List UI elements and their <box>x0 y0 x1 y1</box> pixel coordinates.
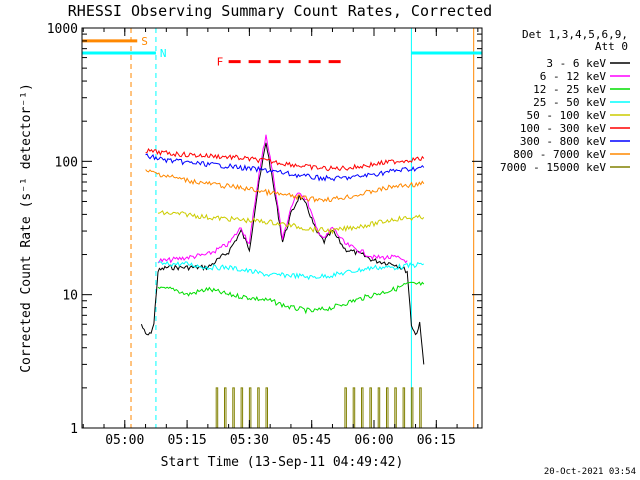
y-tick-label-3: 1000 <box>47 22 78 37</box>
series-line-3 <box>157 260 425 281</box>
legend-label-0: 3 - 6 keV <box>546 57 606 70</box>
legend-label-1: 6 - 12 keV <box>540 70 607 83</box>
legend-label-4: 50 - 100 keV <box>527 109 607 122</box>
legend-label-5: 100 - 300 keV <box>520 122 606 135</box>
series-line-6 <box>145 153 425 182</box>
x-tick-label-2: 05:30 <box>230 433 269 448</box>
x-tick-label-5: 06:15 <box>417 433 456 448</box>
legend-label-7: 800 - 7000 keV <box>513 148 606 161</box>
flag-label-3: F <box>217 56 224 69</box>
y-tick-label-2: 100 <box>55 155 78 170</box>
plot-area <box>82 28 482 428</box>
legend-label-8: 7000 - 15000 keV <box>500 161 606 174</box>
series-line-4 <box>157 210 425 235</box>
x-tick-label-4: 06:00 <box>354 433 393 448</box>
legend-label-3: 25 - 50 keV <box>533 96 606 109</box>
x-axis-label: Start Time (13-Sep-11 04:49:42) <box>161 455 404 470</box>
y-tick-label-1: 10 <box>62 289 78 304</box>
plot-frame <box>81 27 483 429</box>
y-axis-label: Corrected Count Rate (s⁻¹ detector⁻¹) <box>19 83 34 373</box>
flag-label-1: N <box>160 47 167 60</box>
legend-label-2: 12 - 25 keV <box>533 83 606 96</box>
x-tick-label-3: 05:45 <box>292 433 331 448</box>
generated-timestamp: 20-Oct-2021 03:54 <box>544 467 636 477</box>
series-line-0 <box>140 142 425 365</box>
legend-header-0: Det 1,3,4,5,6,9, <box>522 28 628 41</box>
series-line-7 <box>145 169 425 203</box>
x-tick-label-0: 05:00 <box>105 433 144 448</box>
series-line-1 <box>157 134 408 264</box>
series-line-5 <box>145 147 425 172</box>
axes: SN F 05:00 05:15 05:30 05:45 06:00 06:15 1 10 100 1… <box>47 22 482 448</box>
flag-label-0: S <box>141 35 148 48</box>
x-tick-label-1: 05:15 <box>168 433 207 448</box>
series-line-8 <box>215 387 422 428</box>
chart-title: RHESSI Observing Summary Count Rates, Co… <box>68 2 492 20</box>
series-line-2 <box>157 281 425 315</box>
legend-label-6: 300 - 800 keV <box>520 135 606 148</box>
y-tick-label-0: 1 <box>70 422 78 437</box>
legend-header-1: Att 0 <box>595 40 628 53</box>
